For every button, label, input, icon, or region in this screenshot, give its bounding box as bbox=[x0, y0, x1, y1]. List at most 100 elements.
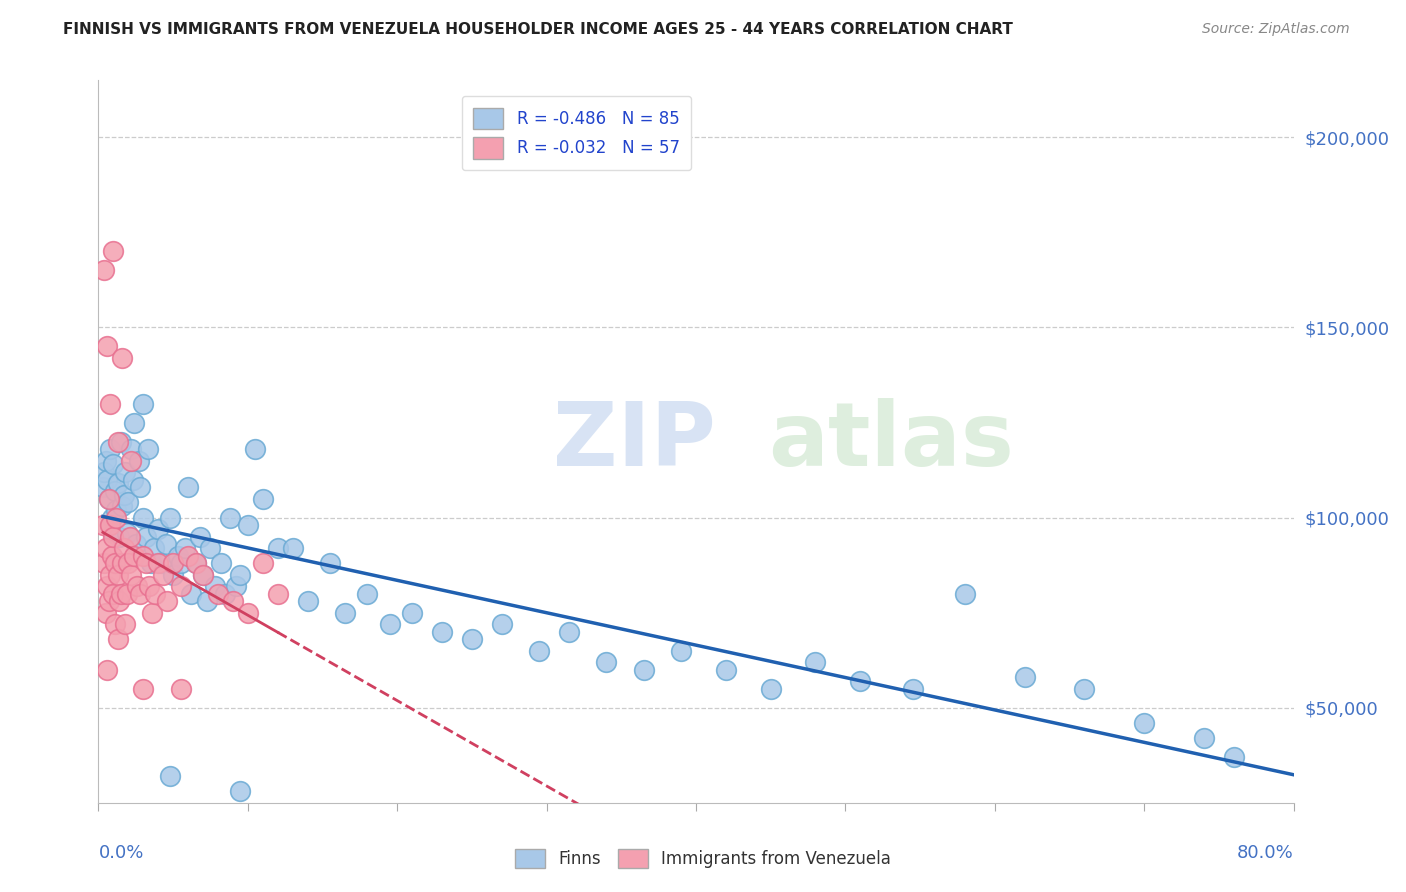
Point bbox=[117, 556, 139, 570]
Point bbox=[98, 518, 122, 533]
Point bbox=[96, 473, 118, 487]
Point bbox=[98, 442, 122, 457]
Legend: R = -0.486   N = 85, R = -0.032   N = 57: R = -0.486 N = 85, R = -0.032 N = 57 bbox=[461, 95, 692, 170]
Point bbox=[108, 530, 131, 544]
Point bbox=[209, 556, 232, 570]
Point bbox=[103, 244, 125, 259]
Point bbox=[152, 567, 174, 582]
Point bbox=[112, 488, 135, 502]
Point bbox=[401, 606, 423, 620]
Point bbox=[135, 530, 157, 544]
Point bbox=[200, 541, 222, 555]
Point bbox=[110, 434, 132, 449]
Point bbox=[141, 606, 163, 620]
Point bbox=[252, 556, 274, 570]
Point bbox=[105, 510, 128, 524]
Point bbox=[191, 567, 214, 582]
Legend: Finns, Immigrants from Venezuela: Finns, Immigrants from Venezuela bbox=[509, 842, 897, 875]
Point bbox=[177, 549, 200, 563]
Text: 80.0%: 80.0% bbox=[1237, 845, 1294, 863]
Point bbox=[804, 655, 827, 669]
Point bbox=[112, 541, 135, 555]
Point bbox=[107, 632, 129, 647]
Point bbox=[132, 396, 155, 410]
Point bbox=[297, 594, 319, 608]
Point bbox=[114, 465, 136, 479]
Point bbox=[105, 503, 128, 517]
Point bbox=[110, 587, 132, 601]
Point bbox=[252, 491, 274, 506]
Text: FINNISH VS IMMIGRANTS FROM VENEZUELA HOUSEHOLDER INCOME AGES 25 - 44 YEARS CORRE: FINNISH VS IMMIGRANTS FROM VENEZUELA HOU… bbox=[63, 22, 1014, 37]
Point bbox=[91, 480, 114, 494]
Point bbox=[97, 594, 120, 608]
Point bbox=[184, 556, 207, 570]
Point bbox=[115, 587, 138, 601]
Point bbox=[98, 396, 122, 410]
Point bbox=[356, 587, 378, 601]
Point bbox=[156, 594, 179, 608]
Point bbox=[191, 567, 214, 582]
Point bbox=[162, 556, 184, 570]
Point bbox=[120, 442, 142, 457]
Point bbox=[94, 606, 117, 620]
Point bbox=[97, 491, 120, 506]
Point bbox=[120, 567, 142, 582]
Point bbox=[953, 587, 976, 601]
Point bbox=[169, 556, 191, 570]
Point bbox=[124, 549, 146, 563]
Point bbox=[148, 556, 170, 570]
Point bbox=[96, 579, 118, 593]
Point bbox=[93, 263, 115, 277]
Point bbox=[236, 606, 259, 620]
Point bbox=[333, 606, 356, 620]
Point bbox=[104, 556, 127, 570]
Point bbox=[219, 510, 242, 524]
Point bbox=[267, 541, 290, 555]
Point bbox=[143, 587, 166, 601]
Point bbox=[121, 473, 143, 487]
Point bbox=[461, 632, 484, 647]
Point bbox=[97, 491, 120, 506]
Point bbox=[108, 594, 131, 608]
Point bbox=[136, 442, 159, 457]
Point bbox=[669, 643, 692, 657]
Point bbox=[117, 495, 139, 509]
Point bbox=[103, 525, 125, 540]
Point bbox=[93, 465, 115, 479]
Point bbox=[714, 663, 737, 677]
Point bbox=[214, 587, 236, 601]
Point bbox=[132, 681, 155, 696]
Point bbox=[527, 643, 550, 657]
Point bbox=[107, 476, 129, 491]
Point bbox=[111, 351, 134, 365]
Point bbox=[222, 594, 245, 608]
Point bbox=[1192, 731, 1215, 746]
Point bbox=[127, 579, 149, 593]
Point bbox=[901, 681, 924, 696]
Point bbox=[118, 530, 141, 544]
Point bbox=[132, 510, 155, 524]
Point bbox=[104, 617, 127, 632]
Point bbox=[125, 537, 148, 551]
Point bbox=[103, 530, 125, 544]
Point bbox=[169, 579, 191, 593]
Point bbox=[236, 518, 259, 533]
Point bbox=[98, 518, 122, 533]
Point bbox=[225, 579, 247, 593]
Point bbox=[94, 541, 117, 555]
Point bbox=[138, 579, 160, 593]
Point bbox=[162, 567, 184, 582]
Point bbox=[139, 556, 162, 570]
Point bbox=[104, 483, 127, 498]
Point bbox=[159, 769, 181, 783]
Point bbox=[98, 567, 122, 582]
Point bbox=[142, 541, 165, 555]
Point bbox=[319, 556, 342, 570]
Point bbox=[430, 624, 453, 639]
Text: atlas: atlas bbox=[768, 398, 1014, 485]
Point bbox=[281, 541, 304, 555]
Point bbox=[120, 453, 142, 467]
Point bbox=[204, 579, 226, 593]
Point bbox=[1014, 670, 1036, 684]
Text: 0.0%: 0.0% bbox=[98, 845, 143, 863]
